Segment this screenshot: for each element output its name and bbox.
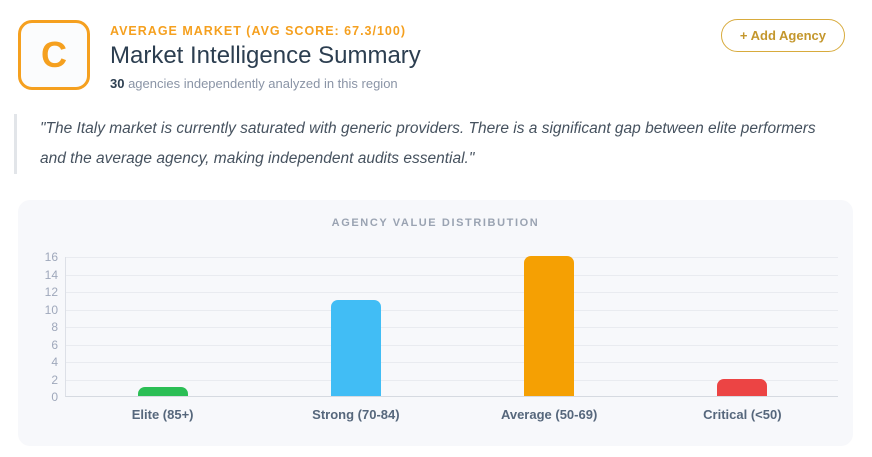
gridline-y4 xyxy=(66,362,838,363)
x-axis-label-1: Strong (70-84) xyxy=(312,407,400,422)
agency-distribution-chart-card: AGENCY VALUE DISTRIBUTION 0 2 4 6 8 10 12 14 16 E… xyxy=(18,200,853,446)
y-axis-tick-14: 14 xyxy=(44,267,58,282)
market-quote-block: "The Italy market is currently saturated… xyxy=(14,114,826,175)
gridline-y6 xyxy=(66,344,838,346)
chart-plot: 0 2 4 6 8 10 12 14 16 Elite (85+) Strong (70-84) Av… xyxy=(45,250,838,422)
x-axis-label-0: Elite (85+) xyxy=(131,407,194,422)
chart-bar-1 xyxy=(330,299,381,396)
y-axis-tick-12: 12 xyxy=(44,285,58,299)
chart-bar-3 xyxy=(717,378,768,396)
y-axis-tick-4: 4 xyxy=(51,355,58,369)
gridline-y16 xyxy=(66,257,838,258)
add-agency-button[interactable]: + Add Agency xyxy=(720,19,845,52)
gridline-y14 xyxy=(66,274,838,276)
y-axis-tick-8: 8 xyxy=(51,320,58,334)
y-axis-tick-16: 16 xyxy=(44,250,58,264)
chart-bar-0 xyxy=(137,387,188,396)
gridline-y10 xyxy=(66,309,838,311)
gridline-y12 xyxy=(66,292,838,293)
y-axis-tick-2: 2 xyxy=(51,372,58,387)
brand-logo-badge: C xyxy=(18,20,90,90)
gridline-y2 xyxy=(66,379,838,381)
header: AVERAGE MARKET (AVG SCORE: 67.3/100) Mar… xyxy=(110,24,421,91)
chart-bar-2 xyxy=(524,256,575,396)
brand-logo-letter: C xyxy=(41,34,67,75)
market-score-kicker: AVERAGE MARKET (AVG SCORE: 67.3/100) xyxy=(110,24,407,38)
agency-count: 30 xyxy=(110,76,125,91)
y-axis-tick-6: 6 xyxy=(51,337,58,352)
market-quote-text: "The Italy market is currently saturated… xyxy=(40,120,816,168)
page-title: Market Intelligence Summary xyxy=(110,42,421,69)
agencies-analyzed-subtitle: 30 agencies independently analyzed in th… xyxy=(110,76,421,91)
chart-title: AGENCY VALUE DISTRIBUTION xyxy=(331,217,540,229)
gridline-y8 xyxy=(66,327,838,328)
x-axis-label-2: Average (50-69) xyxy=(500,407,598,422)
y-axis-tick-10: 10 xyxy=(44,302,58,317)
y-axis-tick-0: 0 xyxy=(51,390,58,404)
agency-count-caption: agencies independently analyzed in this … xyxy=(124,76,398,91)
x-axis-label-3: Critical (<50) xyxy=(703,407,782,422)
